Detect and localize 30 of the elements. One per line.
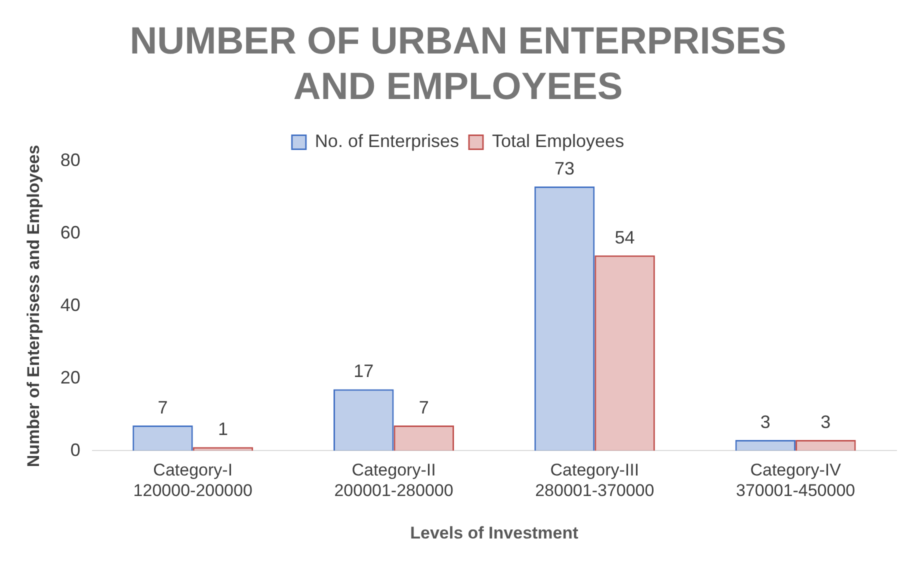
bar [333, 389, 394, 451]
bar [534, 186, 595, 451]
data-label: 7 [158, 397, 168, 418]
data-label: 7 [418, 397, 429, 418]
data-label: 54 [614, 227, 635, 248]
y-tick-label: 60 [60, 222, 80, 243]
data-label: 17 [354, 361, 374, 382]
data-label: 1 [218, 419, 228, 440]
bar [594, 255, 655, 451]
bar [192, 447, 254, 451]
legend-label: Total Employees [492, 131, 624, 152]
y-tick-label: 40 [60, 294, 80, 315]
legend-label: No. of Enterprises [314, 131, 459, 152]
bar [796, 440, 856, 451]
x-tick-label: Category-III 280001-370000 [535, 460, 654, 500]
data-label: 3 [760, 412, 770, 432]
y-tick-label: 80 [60, 150, 80, 170]
bar [394, 425, 454, 451]
data-label: 73 [554, 158, 575, 179]
x-tick-label: Category-II 200001-280000 [334, 460, 454, 500]
chart-title: NUMBER OF URBAN ENTERPRISES AND EMPLOYEES [130, 20, 786, 108]
y-tick-label: 20 [60, 367, 80, 388]
bar [132, 425, 193, 451]
x-axis-title: Levels of Investment [410, 523, 579, 542]
y-axis-title: Number of Enterprisess and Employees [24, 144, 43, 468]
y-tick-label: 0 [70, 440, 80, 460]
x-tick-label: Category-IV 370001-450000 [736, 460, 856, 500]
data-label: 3 [820, 412, 831, 432]
x-tick-label: Category-I 120000-200000 [133, 460, 252, 500]
bar [735, 440, 796, 451]
